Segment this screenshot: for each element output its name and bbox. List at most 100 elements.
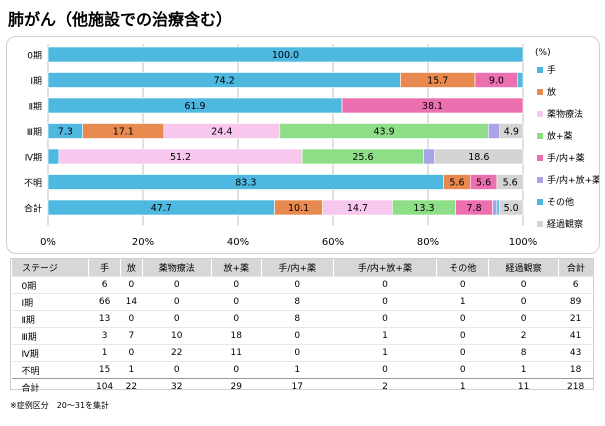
table-cell: 18	[558, 361, 593, 379]
data-label: 38.1	[422, 101, 443, 112]
table-row: 不明 15 1 0 0 1 0 0 1 18	[11, 361, 593, 379]
category-label: Ⅲ期	[27, 127, 42, 138]
table-header-cell: ステージ	[11, 259, 89, 277]
table-cell: 不明	[11, 361, 89, 379]
category-label: 0期	[27, 51, 42, 62]
data-label: 7.8	[467, 203, 482, 214]
table-cell: 0	[436, 327, 489, 345]
data-table-panel: ステージ手放薬物療法 放+薬 手/内+薬 手/内+放+薬 その他 経過観察 合計 0期 6 0 0…	[10, 258, 594, 395]
table-header-cell: 合計	[557, 259, 593, 277]
legend-entry: 放	[547, 86, 556, 98]
table-cell: 0	[436, 276, 489, 294]
legend-entry: 経過観察	[547, 218, 583, 230]
table-cell: Ⅰ期	[11, 293, 89, 311]
table-cell: 11	[488, 378, 559, 395]
data-label: 7.3	[58, 127, 73, 138]
table-cell: 2	[488, 327, 559, 345]
table-cell: 8	[261, 310, 334, 328]
footnote: ※症例区分 20～31を集計	[10, 401, 110, 410]
table-cell: 22	[120, 378, 143, 395]
table-cell: 0	[261, 276, 334, 294]
legend-swatch	[537, 67, 543, 73]
table-cell: 1	[333, 327, 437, 345]
table-cell: 0	[488, 310, 559, 328]
table-cell: 0	[120, 276, 143, 294]
table-cell: 21	[558, 310, 593, 328]
table-row: Ⅳ期 1 0 22 11 0 1 0 8 43	[11, 344, 593, 362]
bar-segment	[498, 199, 524, 216]
table-header-cell: 薬物療法	[141, 259, 212, 277]
table-cell: 0	[436, 344, 489, 362]
table-cell: 0	[261, 344, 334, 362]
table-cell: 0	[211, 361, 262, 379]
table-cell: 1	[488, 361, 559, 379]
legend-swatch	[537, 111, 543, 117]
legend-swatch	[537, 221, 543, 227]
legend-entry: 手/内+薬	[547, 152, 585, 164]
data-label: 100.0	[272, 50, 299, 61]
category-label: Ⅰ期	[30, 76, 42, 87]
table-cell: 1	[333, 344, 437, 362]
legend-swatch	[537, 89, 543, 95]
table-cell: 0	[333, 293, 437, 311]
table-cell: 218	[558, 378, 593, 395]
table-cell: 18	[211, 327, 262, 345]
table-header-cell: 経過観察	[488, 259, 559, 277]
table-cell: 0	[333, 361, 437, 379]
data-label: 14.7	[347, 203, 368, 214]
table-cell: 0	[436, 310, 489, 328]
x-tick-label: 0%	[40, 237, 56, 248]
legend-entry: 手	[547, 64, 556, 76]
table-header-cell: 放+薬	[210, 259, 262, 277]
table-cell: 1	[88, 344, 121, 362]
table-cell: 3	[88, 327, 121, 345]
table-cell: 0	[333, 276, 437, 294]
data-label: 18.6	[468, 152, 489, 163]
table-cell: 2	[333, 378, 437, 395]
table-header-cell: 手/内+放+薬	[332, 259, 437, 277]
table-cell: 0	[120, 344, 143, 362]
table-cell: 0	[120, 310, 143, 328]
table-cell: 0	[211, 310, 262, 328]
table-cell: 104	[88, 378, 121, 395]
table-header-cell: 放	[120, 259, 143, 277]
table-cell: 6	[88, 276, 121, 294]
table-row: 0期 6 0 0 0 0 0 0 0 6	[11, 276, 593, 294]
chart-panel: 0% 20% 40% 60% 80% 100% 0期 Ⅰ期 Ⅱ期 Ⅲ期 Ⅳ期 不明 合計 100.0 74.…	[6, 36, 600, 254]
table-cell: 43	[558, 344, 593, 362]
table-row: 合計 104 22 32 29 17 2 1 11 218	[11, 378, 593, 395]
table-cell: 14	[120, 293, 143, 311]
table-cell: 32	[142, 378, 212, 395]
legend-swatch	[537, 199, 543, 205]
bar-segment	[423, 148, 435, 165]
data-label: 74.2	[214, 76, 235, 87]
table-cell: 11	[211, 344, 262, 362]
table-cell: 8	[488, 344, 559, 362]
table-row: Ⅱ期 13 0 0 0 8 0 0 0 21	[11, 310, 593, 328]
table-cell: 0	[436, 361, 489, 379]
data-label: 5.6	[449, 178, 464, 189]
bar-segment	[499, 123, 524, 139]
table-cell: 10	[142, 327, 212, 345]
data-label: 51.2	[170, 152, 191, 163]
table-cell: 13	[88, 310, 121, 328]
data-label: 13.3	[413, 203, 434, 214]
table-cell: 0	[211, 276, 262, 294]
category-label: Ⅳ期	[25, 153, 42, 164]
legend-entry: 薬物療法	[547, 108, 583, 120]
table-cell: Ⅳ期	[11, 344, 89, 362]
data-label: 9.0	[489, 76, 504, 87]
bar-segment	[47, 148, 60, 165]
category-label: Ⅱ期	[29, 102, 42, 113]
data-label: 25.6	[352, 152, 373, 163]
data-label: 83.3	[235, 178, 256, 189]
legend-entry: 手/内+放+薬	[547, 174, 600, 186]
table-cell: 8	[261, 293, 334, 311]
data-label: 61.9	[184, 101, 205, 112]
table-cell: 1	[436, 293, 489, 311]
table-cell: 22	[142, 344, 212, 362]
table-cell: 1	[436, 378, 489, 395]
table-cell: 0	[488, 293, 559, 311]
table-cell: 17	[261, 378, 334, 395]
x-tick-label: 20%	[132, 237, 154, 248]
